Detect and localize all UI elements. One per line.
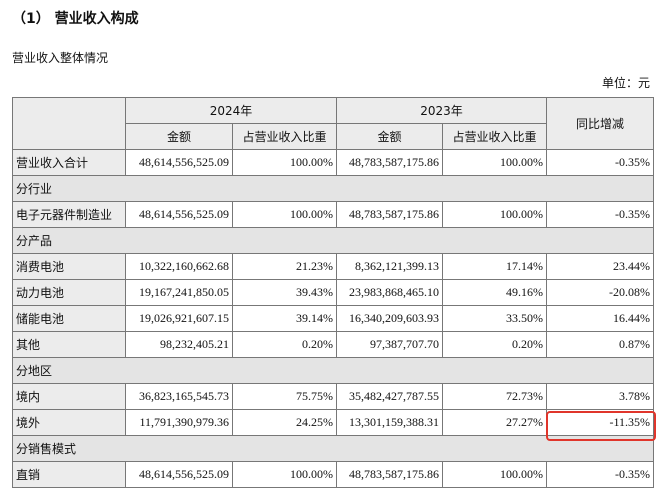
value-cell: 48,614,556,525.09 — [125, 201, 233, 228]
value-cell: 100.00% — [442, 461, 548, 488]
value-cell: 27.27% — [442, 409, 548, 436]
header-cell: 占营业收入比重 — [442, 123, 548, 150]
highlight-box — [546, 411, 656, 441]
value-cell: 98,232,405.21 — [125, 331, 233, 358]
value-cell: 72.73% — [442, 383, 548, 410]
value-cell: 48,783,587,175.86 — [336, 149, 444, 176]
value-cell: 36,823,165,545.73 — [125, 383, 233, 410]
row-label: 其他 — [12, 331, 126, 358]
row-label: 电子元器件制造业 — [12, 201, 126, 228]
value-cell: 48,614,556,525.09 — [125, 461, 233, 488]
value-cell: 48,614,556,525.09 — [125, 149, 233, 176]
row-label: 境内 — [12, 383, 126, 410]
value-cell: 3.78% — [546, 383, 655, 410]
section-cell: 分产品 — [11, 227, 655, 254]
heading: （1） 营业收入构成 — [12, 11, 139, 27]
value-cell: 39.14% — [231, 305, 338, 332]
header-row: 金额 占营业收入比重 金额 占营业收入比重 — [13, 123, 654, 150]
header-cell: 金额 — [125, 123, 233, 150]
value-cell: -0.35% — [546, 149, 655, 176]
header-cell: 占营业收入比重 — [231, 123, 338, 150]
value-cell: 33.50% — [442, 305, 548, 332]
value-cell: 17.14% — [442, 253, 548, 280]
section-row: 分产品 — [11, 227, 655, 254]
value-cell: 24.25% — [231, 409, 338, 436]
value-cell: 16.44% — [546, 305, 655, 332]
section-row: 分行业 — [11, 175, 655, 202]
data-row: 电子元器件制造业 48,614,556,525.09 100.00% 48,783,5… — [12, 201, 655, 228]
value-cell: 8,362,121,399.13 — [336, 253, 444, 280]
value-cell: 10,322,160,662.68 — [125, 253, 233, 280]
section-row: 分销售模式 — [11, 435, 655, 462]
header-cell: 金额 — [336, 123, 444, 150]
value-cell: 100.00% — [231, 461, 338, 488]
value-cell: 19,167,241,850.05 — [125, 279, 233, 306]
row-label: 境外 — [12, 409, 126, 436]
value-cell: 100.00% — [442, 201, 548, 228]
value-cell: 13,301,159,388.31 — [336, 409, 444, 436]
data-row: 消费电池 10,322,160,662.68 21.23% 8,362,121,399… — [12, 253, 655, 280]
section-cell: 分行业 — [11, 175, 655, 202]
header-cell: 2023年 — [336, 97, 548, 124]
row-label: 储能电池 — [12, 305, 126, 332]
value-cell: 100.00% — [231, 149, 338, 176]
data-row: 其他 98,232,405.21 0.20% 97,387,707.70 0.20% 0.… — [12, 331, 655, 358]
value-cell: 16,340,209,603.93 — [336, 305, 444, 332]
value-cell: -0.35% — [546, 461, 655, 488]
value-cell: 23.44% — [546, 253, 655, 280]
section-cell: 分销售模式 — [11, 435, 655, 462]
subtitle: 营业收入整体情况 — [12, 51, 109, 65]
value-cell: 100.00% — [231, 201, 338, 228]
header-row: 2024年 2023年 同比增减 — [12, 97, 655, 150]
value-cell: 49.16% — [442, 279, 548, 306]
row-label: 营业收入合计 — [12, 149, 126, 176]
value-cell: 0.20% — [231, 331, 338, 358]
value-cell: 48,783,587,175.86 — [336, 461, 444, 488]
value-cell: 11,791,390,979.36 — [125, 409, 233, 436]
value-cell: 19,026,921,607.15 — [125, 305, 233, 332]
row-label: 消费电池 — [12, 253, 126, 280]
value-cell: -20.08% — [546, 279, 655, 306]
value-cell: 39.43% — [231, 279, 338, 306]
value-cell: 23,983,868,465.10 — [336, 279, 444, 306]
header-cell: 同比增减 — [546, 97, 655, 150]
data-row: 储能电池 19,026,921,607.15 39.14% 16,340,209,60… — [12, 305, 655, 332]
data-row: 动力电池 19,167,241,850.05 39.43% 23,983,868,46… — [12, 279, 655, 306]
value-cell: 21.23% — [231, 253, 338, 280]
header-cell: 2024年 — [124, 97, 338, 124]
value-cell: 75.75% — [231, 383, 338, 410]
data-row: 营业收入合计 48,614,556,525.09 100.00% 48,783,587… — [12, 149, 655, 176]
value-cell: 0.87% — [546, 331, 655, 358]
value-cell: 97,387,707.70 — [336, 331, 444, 358]
data-row: 境外 11,791,390,979.36 24.25% 13,301,159,388.… — [12, 409, 655, 436]
value-cell: 48,783,587,175.86 — [336, 201, 444, 228]
revenue-table: 2024年 2023年 同比增减 金额 占营业收入比重 金额 占营业收入比重 营… — [11, 97, 655, 488]
value-cell: 35,482,427,787.55 — [336, 383, 444, 410]
unit: 单位：元 — [601, 76, 650, 90]
header-cell — [12, 97, 126, 150]
value-cell: -0.35% — [546, 201, 655, 228]
data-row: 境内 36,823,165,545.73 75.75% 35,482,427,787.… — [12, 383, 655, 410]
row-label: 直销 — [12, 461, 126, 488]
section-row: 分地区 — [11, 357, 655, 384]
value-cell: 0.20% — [442, 331, 548, 358]
section-cell: 分地区 — [11, 357, 655, 384]
data-row: 直销 48,614,556,525.09 100.00% 48,783,587,175… — [12, 461, 655, 488]
row-label: 动力电池 — [12, 279, 126, 306]
value-cell: 100.00% — [442, 149, 548, 176]
